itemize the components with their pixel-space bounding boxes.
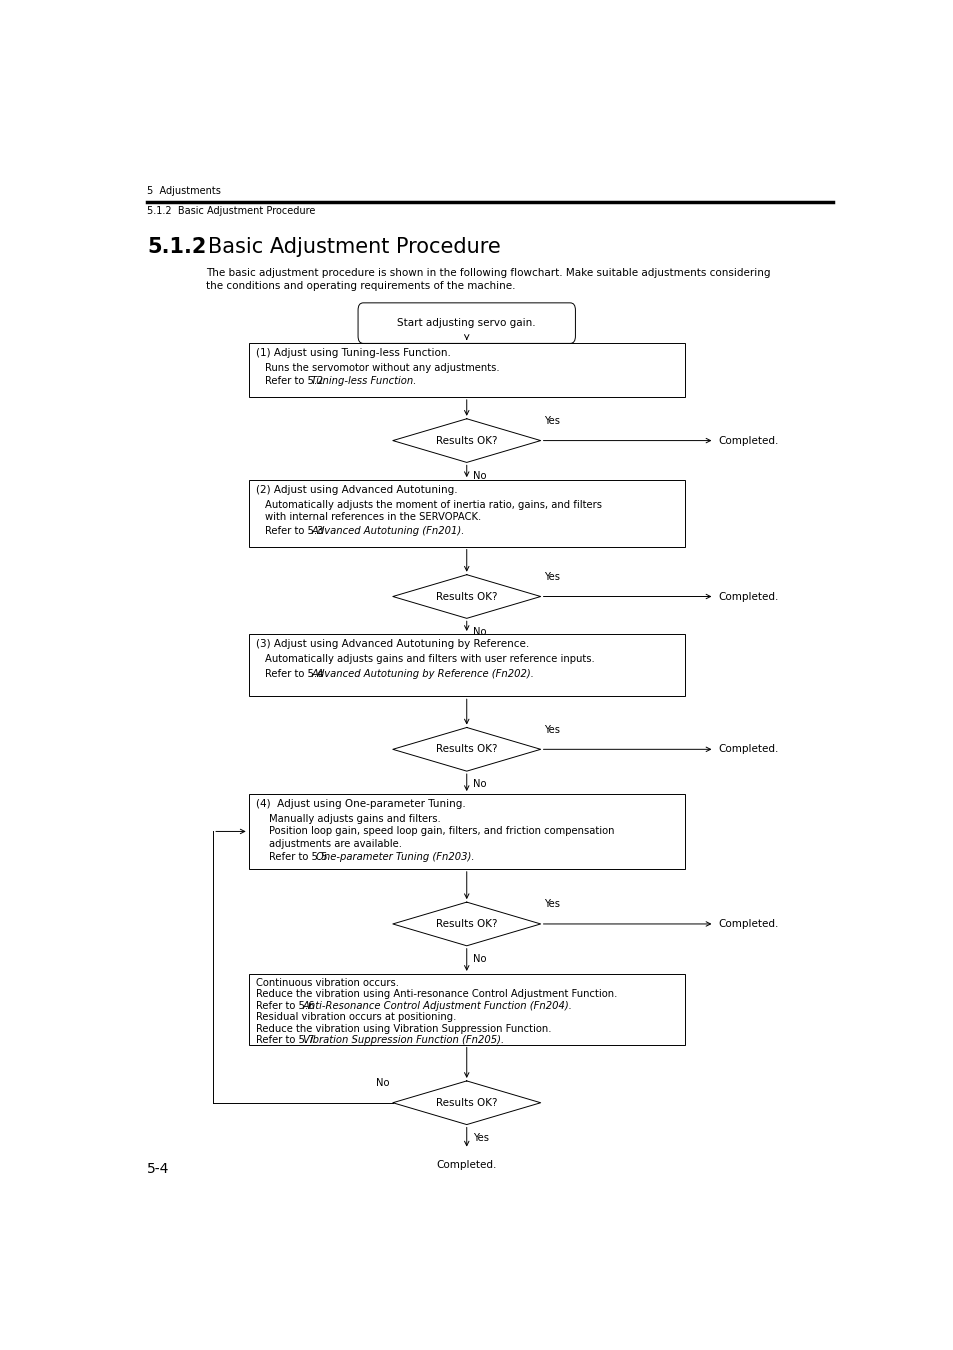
Text: One-parameter Tuning (Fn203).: One-parameter Tuning (Fn203). <box>315 852 474 863</box>
Text: Position loop gain, speed loop gain, filters, and friction compensation: Position loop gain, speed loop gain, fil… <box>269 826 614 836</box>
Text: Yes: Yes <box>544 899 559 910</box>
Text: Refer to 5.6: Refer to 5.6 <box>255 1000 320 1011</box>
Bar <box>249 634 684 697</box>
Polygon shape <box>393 728 540 771</box>
Text: 5.1.2: 5.1.2 <box>147 236 207 256</box>
Text: Manually adjusts gains and filters.: Manually adjusts gains and filters. <box>269 814 440 824</box>
Text: Results OK?: Results OK? <box>436 919 497 929</box>
Text: Results OK?: Results OK? <box>436 744 497 755</box>
Text: Refer to 5.2: Refer to 5.2 <box>265 377 330 386</box>
Text: Refer to 5.4: Refer to 5.4 <box>265 670 329 679</box>
FancyBboxPatch shape <box>357 302 575 343</box>
Text: Completed.: Completed. <box>718 919 778 929</box>
Text: Basic Adjustment Procedure: Basic Adjustment Procedure <box>208 236 500 256</box>
Text: Yes: Yes <box>544 572 559 582</box>
Text: Runs the servomotor without any adjustments.: Runs the servomotor without any adjustme… <box>265 363 499 373</box>
Text: Completed.: Completed. <box>718 744 778 755</box>
Text: (4)  Adjust using One-parameter Tuning.: (4) Adjust using One-parameter Tuning. <box>255 799 465 809</box>
Text: No: No <box>472 779 486 790</box>
Text: Refer to 5.5: Refer to 5.5 <box>269 852 334 863</box>
Bar <box>249 973 684 1045</box>
Text: Reduce the vibration using Anti-resonance Control Adjustment Function.: Reduce the vibration using Anti-resonanc… <box>255 990 617 999</box>
Text: Automatically adjusts the moment of inertia ratio, gains, and filters: Automatically adjusts the moment of iner… <box>265 500 601 510</box>
Text: Automatically adjusts gains and filters with user reference inputs.: Automatically adjusts gains and filters … <box>265 653 594 664</box>
Text: Refer to 5.7: Refer to 5.7 <box>255 1035 320 1045</box>
Bar <box>249 343 684 397</box>
Text: Completed.: Completed. <box>718 591 778 602</box>
Text: Yes: Yes <box>544 416 559 427</box>
Text: Completed.: Completed. <box>436 1160 497 1170</box>
Text: No: No <box>472 954 486 964</box>
Text: Results OK?: Results OK? <box>436 1098 497 1108</box>
Text: The basic adjustment procedure is shown in the following flowchart. Make suitabl: The basic adjustment procedure is shown … <box>206 269 770 292</box>
Text: No: No <box>472 626 486 637</box>
Bar <box>249 794 684 869</box>
Text: Reduce the vibration using Vibration Suppression Function.: Reduce the vibration using Vibration Sup… <box>255 1023 551 1034</box>
Text: Advanced Autotuning (Fn201).: Advanced Autotuning (Fn201). <box>311 525 464 536</box>
Text: with internal references in the SERVOPACK.: with internal references in the SERVOPAC… <box>265 512 480 522</box>
Text: 5.1.2  Basic Adjustment Procedure: 5.1.2 Basic Adjustment Procedure <box>147 205 315 216</box>
Text: Anti-Resonance Control Adjustment Function (Fn204).: Anti-Resonance Control Adjustment Functi… <box>302 1000 572 1011</box>
Polygon shape <box>393 902 540 946</box>
Polygon shape <box>393 1081 540 1125</box>
Text: adjustments are available.: adjustments are available. <box>269 838 402 849</box>
Text: Residual vibration occurs at positioning.: Residual vibration occurs at positioning… <box>255 1012 456 1022</box>
Polygon shape <box>393 418 540 463</box>
Text: Refer to 5.3: Refer to 5.3 <box>265 525 329 536</box>
Text: Yes: Yes <box>544 725 559 734</box>
Text: Vibration Suppression Function (Fn205).: Vibration Suppression Function (Fn205). <box>302 1035 503 1045</box>
Text: (2) Adjust using Advanced Autotuning.: (2) Adjust using Advanced Autotuning. <box>255 485 457 495</box>
Text: Continuous vibration occurs.: Continuous vibration occurs. <box>255 977 398 988</box>
Text: Results OK?: Results OK? <box>436 591 497 602</box>
Text: (1) Adjust using Tuning-less Function.: (1) Adjust using Tuning-less Function. <box>255 348 451 358</box>
Text: (3) Adjust using Advanced Autotuning by Reference.: (3) Adjust using Advanced Autotuning by … <box>255 639 529 649</box>
Text: 5-4: 5-4 <box>147 1161 170 1176</box>
Text: No: No <box>375 1079 389 1088</box>
Text: Advanced Autotuning by Reference (Fn202).: Advanced Autotuning by Reference (Fn202)… <box>311 670 534 679</box>
Text: Results OK?: Results OK? <box>436 436 497 446</box>
Text: Start adjusting servo gain.: Start adjusting servo gain. <box>397 319 536 328</box>
Polygon shape <box>393 575 540 618</box>
Text: Tuning-less Function.: Tuning-less Function. <box>311 377 416 386</box>
Text: Completed.: Completed. <box>718 436 778 446</box>
Bar <box>249 481 684 547</box>
Text: 5  Adjustments: 5 Adjustments <box>147 186 221 196</box>
Text: Yes: Yes <box>472 1133 488 1143</box>
Text: No: No <box>472 471 486 481</box>
